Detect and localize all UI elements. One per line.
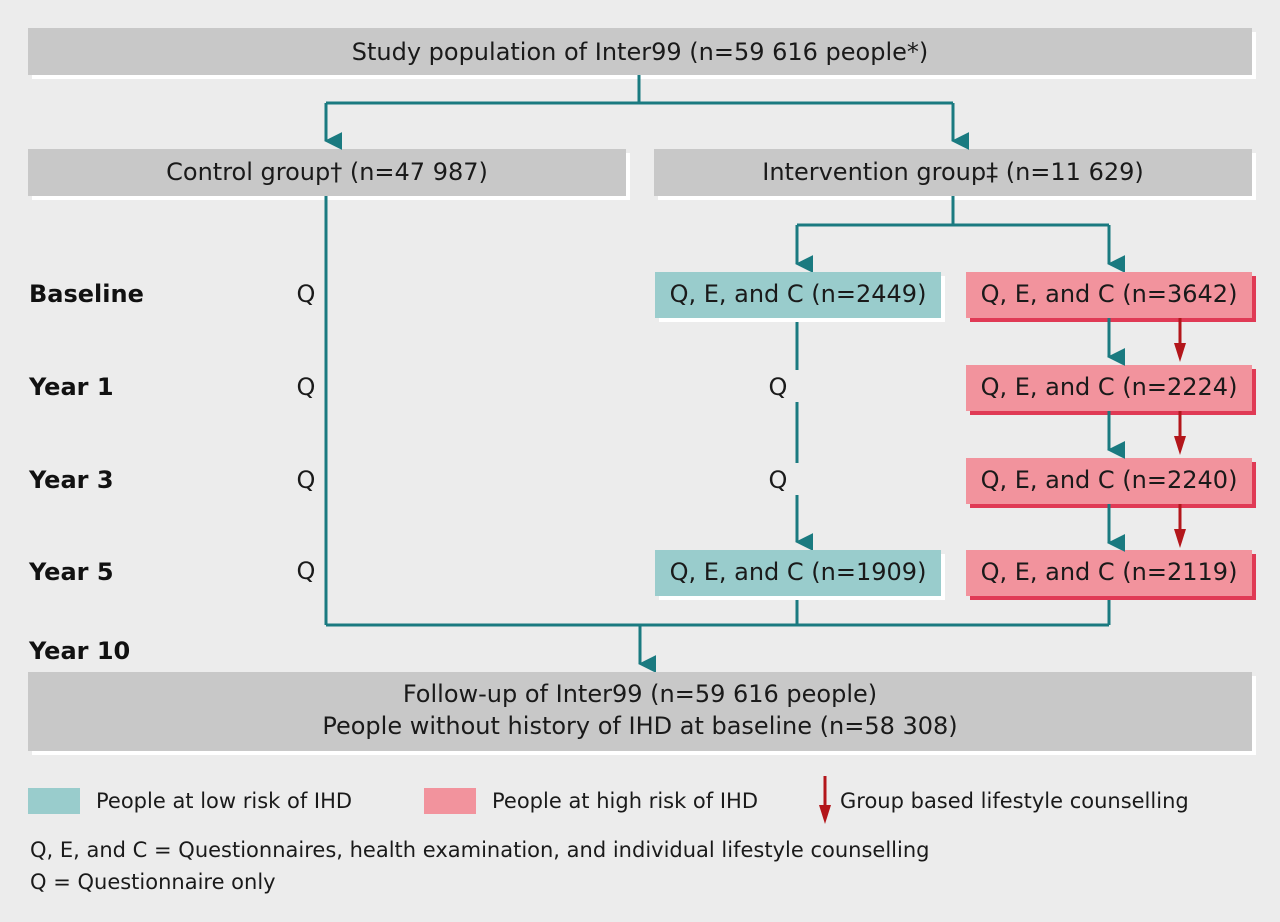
note-qec: Q, E, and C = Questionnaires, health exa… [30,838,929,862]
high-risk-year1-box: Q, E, and C (n=2224) [966,365,1256,415]
row-label-year5: Year 5 [28,558,114,586]
q-control-year1: Q [297,373,316,401]
followup-line2: People without history of IHD at baselin… [322,712,957,740]
note-q: Q = Questionnaire only [30,870,276,894]
row-label-year3: Year 3 [28,466,114,494]
high-risk-year5-box: Q, E, and C (n=2119) [966,550,1256,600]
legend-swatch-high-risk [424,788,476,814]
q-control-year3: Q [297,466,316,494]
legend-red-arrow-icon [819,776,831,824]
low-risk-baseline-label: Q, E, and C (n=2449) [670,280,927,308]
legend-swatch-low-risk [28,788,80,814]
red-arrow-year1-to-year3 [1174,411,1186,455]
low-risk-year5-box: Q, E, and C (n=1909) [655,550,945,600]
low-risk-year5-label: Q, E, and C (n=1909) [670,558,927,586]
study-population-label: Study population of Inter99 (n=59 616 pe… [352,38,929,66]
red-arrow-year3-to-year5 [1174,504,1186,548]
study-population-box: Study population of Inter99 (n=59 616 pe… [28,28,1256,79]
followup-line1: Follow-up of Inter99 (n=59 616 people) [403,680,877,708]
legend-group-counselling-label: Group based lifestyle counselling [840,789,1189,813]
followup-box: Follow-up of Inter99 (n=59 616 people) P… [28,672,1256,755]
legend: People at low risk of IHD People at high… [28,776,1189,824]
row-label-year10: Year 10 [28,637,130,665]
control-group-box: Control group† (n=47 987) [28,149,630,200]
intervention-group-box: Intervention group‡ (n=11 629) [654,149,1256,200]
intervention-group-label: Intervention group‡ (n=11 629) [762,158,1143,186]
high-risk-year3-box: Q, E, and C (n=2240) [966,458,1256,508]
red-arrow-baseline-to-year1 [1174,318,1186,362]
high-risk-year1-label: Q, E, and C (n=2224) [981,373,1238,401]
row-label-baseline: Baseline [29,280,144,308]
legend-low-risk-label: People at low risk of IHD [96,789,352,813]
legend-high-risk-label: People at high risk of IHD [492,789,758,813]
high-risk-baseline-label: Q, E, and C (n=3642) [981,280,1238,308]
q-control-baseline: Q [297,280,316,308]
row-label-year1: Year 1 [28,373,114,401]
high-risk-year3-label: Q, E, and C (n=2240) [981,466,1238,494]
control-group-label: Control group† (n=47 987) [166,158,488,186]
q-low-year3: Q [769,466,788,494]
q-low-year1: Q [769,373,788,401]
high-risk-year5-label: Q, E, and C (n=2119) [981,558,1238,586]
group-counselling-arrows [1174,318,1186,548]
high-risk-baseline-box: Q, E, and C (n=3642) [966,272,1256,322]
q-control-year5: Q [297,557,316,585]
low-risk-baseline-box: Q, E, and C (n=2449) [655,272,945,322]
